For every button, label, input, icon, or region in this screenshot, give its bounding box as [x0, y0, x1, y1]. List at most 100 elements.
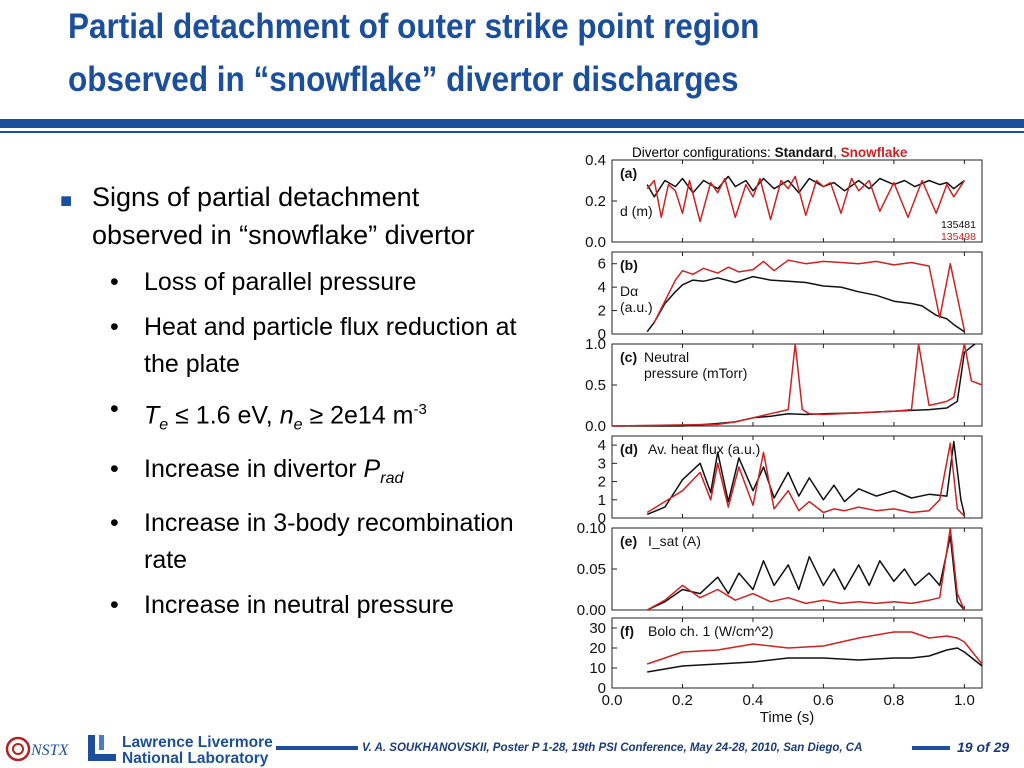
alpha-symbol: α — [630, 283, 638, 299]
chart-title-snowflake: Snowflake — [841, 145, 908, 160]
ytick-label-e: 0.05 — [577, 561, 606, 578]
panel-tag-e: (e) — [620, 533, 637, 549]
sub-bullet-4-text: Increase in divertor — [144, 455, 364, 484]
footer-rule-left — [276, 746, 358, 750]
panel-label-b-unit: (a.u.) — [620, 299, 653, 315]
title-line-1: Partial detachment of outer strike point… — [68, 7, 760, 46]
d-alpha-d: D — [620, 283, 630, 299]
ytick-label-c: 0.5 — [585, 377, 606, 394]
bullet-main-text: Signs of partial detachment observed in … — [92, 182, 475, 250]
prad-subscript: rad — [380, 470, 404, 488]
ytick-label-b: 6 — [598, 256, 606, 273]
series-standard-e — [646, 535, 965, 611]
sub-bullet-4: • Increase in divertor Prad — [60, 451, 530, 497]
panel-frame-f — [611, 617, 983, 689]
series-snowflake-e — [646, 527, 966, 611]
dot-bullet-icon: • — [110, 268, 119, 296]
te-symbol: T — [144, 401, 160, 430]
ytick-label-c: 0.0 — [585, 418, 606, 435]
dot-bullet-icon: • — [110, 455, 119, 484]
chart-title-sep: , — [833, 145, 841, 160]
panel-tag-f: (f) — [620, 623, 634, 639]
exponent: -3 — [413, 401, 427, 418]
panel-label-a: d (m) — [620, 203, 653, 219]
dot-bullet-icon: • — [110, 313, 119, 341]
ytick-label-b: 4 — [598, 279, 606, 296]
dot-bullet-icon: • — [110, 591, 119, 620]
square-bullet-icon: ■ — [60, 190, 73, 212]
ne-subscript: e — [293, 416, 303, 434]
chart-title-standard: Standard — [775, 145, 834, 160]
xtick-label: 0.8 — [883, 692, 904, 709]
xtick-label: 0.0 — [602, 692, 623, 709]
ytick-label-a: 0.2 — [585, 193, 606, 210]
ytick-label-d: 2 — [598, 474, 606, 491]
chart-title: Divertor configurations: Standard, Snowf… — [632, 145, 908, 160]
panel-label-c-2: pressure (mTorr) — [644, 365, 747, 381]
sub-bullet-2-text: Heat and particle flux reduction at the … — [144, 313, 517, 378]
panel-frame-a — [611, 159, 983, 243]
dot-bullet-icon: • — [110, 395, 119, 423]
ytick-label-e: 0.00 — [577, 602, 606, 619]
panel-tag-b: (b) — [620, 257, 638, 273]
panel-frame-b — [611, 251, 983, 335]
legend-snowflake-shot: 135498 — [941, 231, 976, 243]
xtick-label: 0.6 — [813, 692, 834, 709]
panel-label-d: Av. heat flux (a.u.) — [648, 441, 760, 457]
series-snowflake-a — [646, 175, 966, 223]
panel-label-b: Dα — [620, 283, 638, 299]
footer-citation: V. A. SOUKHANOVSKII, Poster P 1-28, 19th… — [362, 742, 863, 754]
ytick-label-d: 3 — [598, 455, 606, 472]
panel-tag-d: (d) — [620, 441, 638, 457]
ytick-label-d: 1 — [598, 492, 606, 509]
series-snowflake-f — [646, 631, 983, 665]
panel-label-c-1: Neutral — [644, 349, 689, 365]
sub-bullet-3-mid: ≤ 1.6 eV, — [168, 401, 280, 430]
sub-bullet-5: • Increase in 3-body recombination rate — [60, 505, 530, 579]
legend-standard-shot: 135481 — [941, 219, 976, 231]
page-number: 19 of 29 — [957, 739, 1010, 755]
llnl-line-1: Lawrence Livermore — [122, 734, 273, 751]
ytick-label-f: 20 — [589, 640, 606, 657]
title-line-2: observed in “snowflake” divertor dischar… — [68, 60, 739, 99]
bullet-main: ■ Signs of partial detachment observed i… — [60, 178, 530, 254]
llnl-logo-icon — [88, 735, 116, 761]
series-snowflake-d — [646, 442, 965, 517]
llnl-wordmark: Lawrence Livermore National Laboratory — [122, 735, 273, 767]
ne-symbol: n — [279, 401, 294, 430]
ytick-label-a: 0.0 — [585, 234, 606, 251]
prad-symbol: P — [363, 455, 381, 484]
sub-bullet-6-text: Increase in neutral pressure — [144, 591, 454, 620]
ytick-label-f: 30 — [589, 620, 606, 637]
bullet-list: ■ Signs of partial detachment observed i… — [60, 178, 530, 624]
sub-bullet-2: • Heat and particle flux reduction at th… — [60, 309, 530, 383]
ytick-label-f: 0 — [598, 680, 606, 697]
title-rule-thick — [0, 119, 1024, 128]
nstx-logo: NSTX — [5, 736, 70, 762]
series-snowflake-c — [611, 343, 983, 427]
ytick-label-c: 1.0 — [585, 336, 606, 353]
ytick-label-d: 0 — [598, 510, 606, 527]
dot-bullet-icon: • — [110, 509, 119, 538]
sub-bullet-6: • Increase in neutral pressure — [60, 587, 530, 624]
series-standard-b — [646, 275, 965, 333]
sub-bullet-1-text: Loss of parallel pressure — [144, 268, 417, 296]
footer-rule-right — [912, 746, 950, 750]
x-axis-label: Time (s) — [760, 709, 814, 726]
llnl-line-2: National Laboratory — [122, 750, 269, 767]
ytick-label-a: 0.4 — [585, 152, 606, 169]
xtick-label: 0.2 — [672, 692, 693, 709]
panel-frame-d — [611, 435, 983, 519]
sub-bullet-1: • Loss of parallel pressure — [60, 264, 530, 301]
nstx-ring-icon — [5, 736, 31, 762]
sub-bullet-5-text: Increase in 3-body recombination rate — [144, 509, 514, 575]
panel-tag-c: (c) — [620, 349, 637, 365]
panel-label-e: I_sat (A) — [648, 533, 701, 549]
xtick-label: 1.0 — [954, 692, 975, 709]
panel-tag-a: (a) — [620, 165, 637, 181]
sub-bullet-3-tail: ≥ 2e14 m — [302, 401, 414, 430]
ytick-label-b: 0 — [598, 326, 606, 343]
series-standard-d — [646, 440, 966, 516]
te-subscript: e — [159, 416, 169, 434]
ytick-label-f: 10 — [589, 660, 606, 677]
